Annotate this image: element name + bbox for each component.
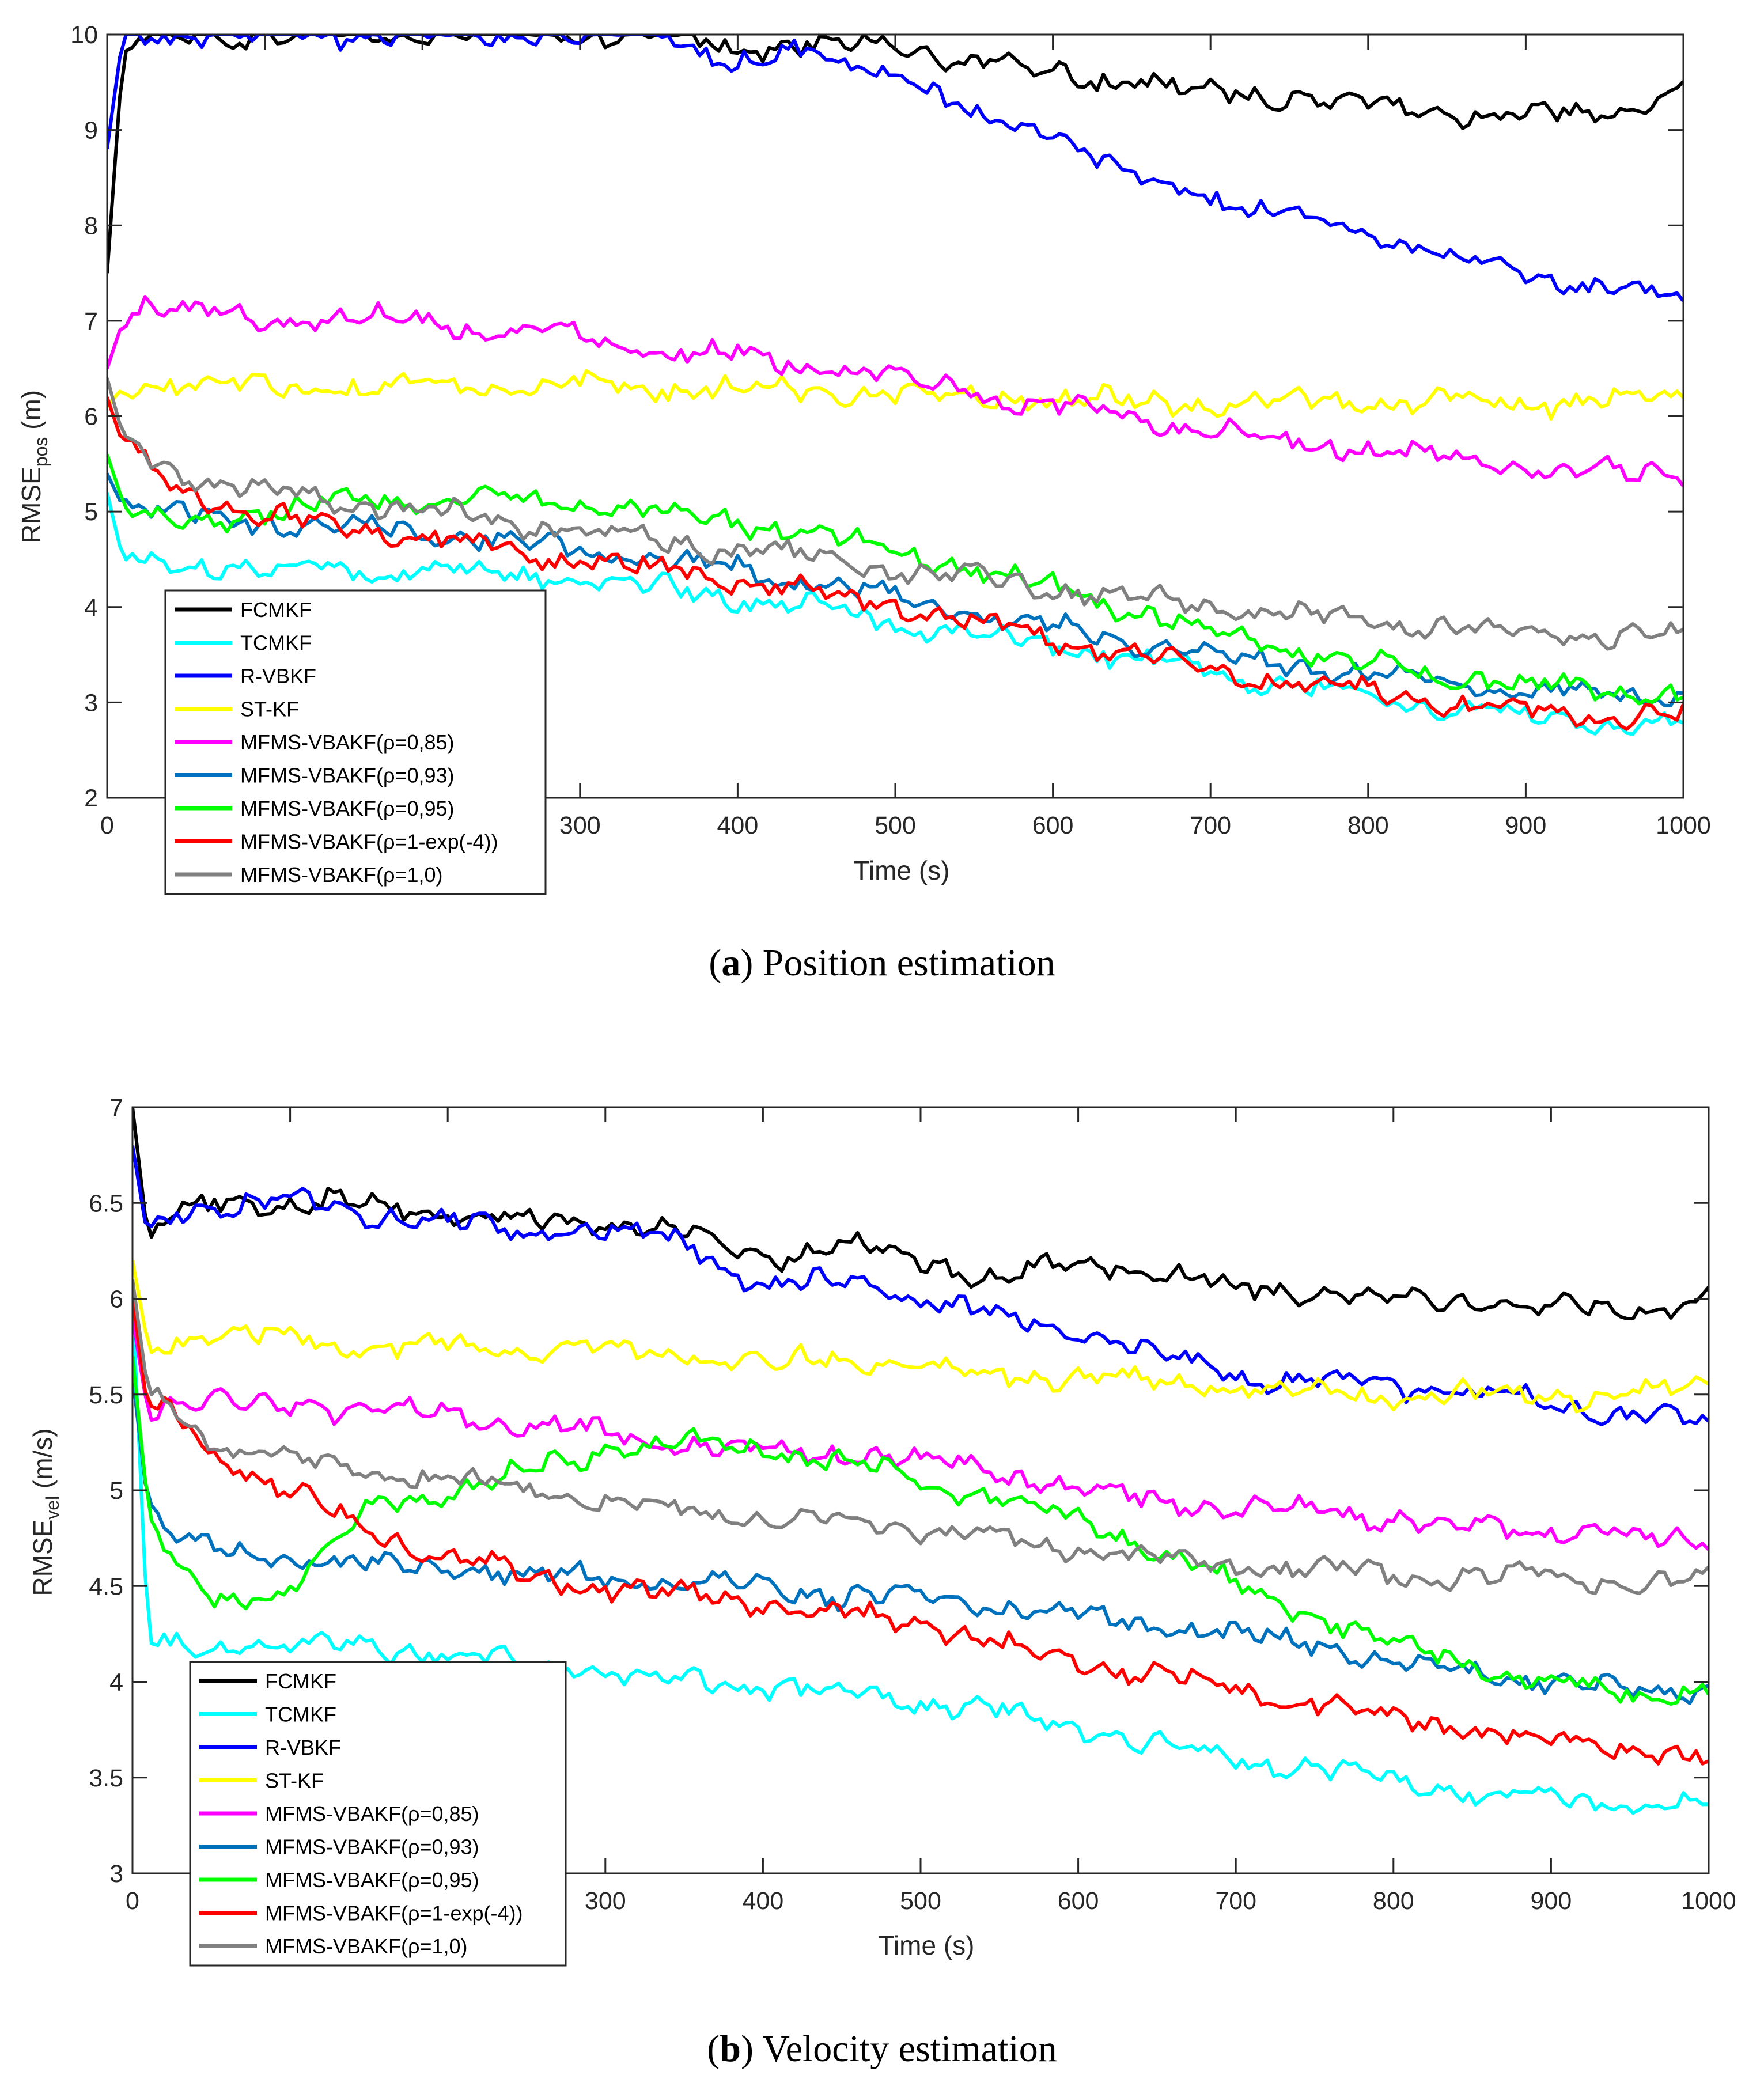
- legend-label-mfms-vbakf-0-85: MFMS-VBAKF(ρ=0,85): [240, 730, 455, 754]
- y-tick-label: 5: [84, 498, 98, 526]
- legend-label-mfms-vbakf-1-0: MFMS-VBAKF(ρ=1,0): [265, 1934, 468, 1958]
- legend-label-mfms-vbakf-0-93: MFMS-VBAKF(ρ=0,93): [265, 1835, 479, 1859]
- y-tick-label: 4: [109, 1669, 123, 1696]
- series-line-tcmkf: [133, 1298, 1709, 1815]
- legend-label-mfms-vbakf-0-93: MFMS-VBAKF(ρ=0,93): [240, 764, 455, 787]
- x-tick-label: 400: [717, 812, 759, 839]
- y-tick-label: 5.5: [89, 1381, 123, 1409]
- legend-label-fcmkf: FCMKF: [265, 1669, 336, 1693]
- legend-label-st-kf: ST-KF: [265, 1769, 324, 1793]
- series-line-mfms-vbakf-0-95: [107, 453, 1683, 706]
- y-tick-label: 6: [109, 1286, 123, 1313]
- x-tick-label: 500: [900, 1887, 941, 1915]
- y-tick-label: 8: [84, 212, 98, 240]
- x-tick-label: 900: [1531, 1887, 1572, 1915]
- legend-label-mfms-vbakf-1-exp-4: MFMS-VBAKF(ρ=1-exp(-4)): [240, 830, 498, 854]
- legend-label-mfms-vbakf-0-95: MFMS-VBAKF(ρ=0,95): [240, 797, 455, 820]
- x-tick-label: 400: [743, 1887, 784, 1915]
- x-tick-label: 700: [1190, 812, 1231, 839]
- y-axis-label: RMSEpos (m): [16, 390, 51, 543]
- legend: FCMKF TCMKF R-VBKF ST-KF MFMS-VBAKF(ρ=0,85) M…: [164, 589, 547, 895]
- series-line-mfms-vbakf-0-95: [133, 1355, 1709, 1706]
- series-line-r-vbkf: [133, 1145, 1709, 1426]
- x-tick-label: 1000: [1656, 812, 1711, 839]
- series-line-mfms-vbakf-0-85: [107, 295, 1683, 487]
- series-line-r-vbkf: [107, 35, 1683, 302]
- y-tick-label: 3: [109, 1860, 123, 1888]
- x-tick-label: 600: [1032, 812, 1074, 839]
- y-tick-label: 9: [84, 117, 98, 145]
- series-line-mfms-vbakf-1-0: [107, 377, 1683, 651]
- x-tick-label: 500: [875, 812, 916, 839]
- series-line-st-kf: [133, 1260, 1709, 1414]
- legend-label-tcmkf: TCMKF: [240, 631, 312, 655]
- series-line-mfms-vbakf-1-exp-4: [133, 1298, 1709, 1766]
- y-axis-label: RMSEvel (m/s): [28, 1428, 63, 1596]
- y-tick-label: 2: [84, 785, 98, 812]
- legend-label-mfms-vbakf-1-0: MFMS-VBAKF(ρ=1,0): [240, 863, 443, 887]
- x-tick-label: 300: [585, 1887, 626, 1915]
- panel-position-estimation: 0100200300400500600700800900100023456789…: [16, 21, 1711, 984]
- panel-caption: (a) Position estimation: [709, 942, 1055, 984]
- x-tick-label: 900: [1505, 812, 1547, 839]
- series-line-mfms-vbakf-1-exp-4: [107, 396, 1683, 731]
- y-tick-label: 4.5: [89, 1573, 123, 1600]
- y-tick-label: 6.5: [89, 1190, 123, 1217]
- y-tick-label: 7: [109, 1094, 123, 1122]
- x-axis-label: Time (s): [854, 855, 950, 885]
- legend-label-mfms-vbakf-0-85: MFMS-VBAKF(ρ=0,85): [265, 1802, 479, 1826]
- x-axis-label: Time (s): [879, 1930, 975, 1960]
- x-tick-label: 800: [1347, 812, 1389, 839]
- y-tick-label: 6: [84, 403, 98, 431]
- series-line-mfms-vbakf-0-85: [133, 1317, 1709, 1551]
- x-tick-label: 700: [1215, 1887, 1256, 1915]
- legend-label-fcmkf: FCMKF: [240, 598, 312, 622]
- y-tick-label: 7: [84, 308, 98, 335]
- legend-label-tcmkf: TCMKF: [265, 1703, 336, 1726]
- series-line-st-kf: [107, 369, 1683, 421]
- y-tick-label: 3: [84, 689, 98, 717]
- legend-label-mfms-vbakf-1-exp-4: MFMS-VBAKF(ρ=1-exp(-4)): [265, 1902, 523, 1925]
- y-tick-label: 10: [70, 21, 98, 49]
- x-tick-label: 800: [1373, 1887, 1414, 1915]
- series-line-fcmkf: [133, 1107, 1709, 1320]
- legend-label-r-vbkf: R-VBKF: [265, 1736, 341, 1759]
- legend: FCMKF TCMKF R-VBKF ST-KF MFMS-VBAKF(ρ=0,85) M…: [189, 1661, 567, 1967]
- legend-label-st-kf: ST-KF: [240, 698, 299, 721]
- y-tick-label: 4: [84, 594, 98, 622]
- panel-caption: (b) Velocity estimation: [707, 2028, 1057, 2070]
- x-tick-label: 1000: [1681, 1887, 1736, 1915]
- series-line-mfms-vbakf-0-93: [133, 1375, 1709, 1705]
- x-tick-label: 600: [1058, 1887, 1099, 1915]
- series-line-mfms-vbakf-1-0: [133, 1279, 1709, 1596]
- legend-label-r-vbkf: R-VBKF: [240, 664, 316, 688]
- x-tick-label: 0: [100, 812, 114, 839]
- x-tick-label: 300: [559, 812, 601, 839]
- y-tick-label: 3.5: [89, 1764, 123, 1792]
- panel-velocity-estimation: 0100200300400500600700800900100033.544.5…: [28, 1094, 1736, 2070]
- legend-label-mfms-vbakf-0-95: MFMS-VBAKF(ρ=0,95): [265, 1868, 479, 1892]
- x-tick-label: 0: [126, 1887, 139, 1915]
- y-tick-label: 5: [109, 1477, 123, 1505]
